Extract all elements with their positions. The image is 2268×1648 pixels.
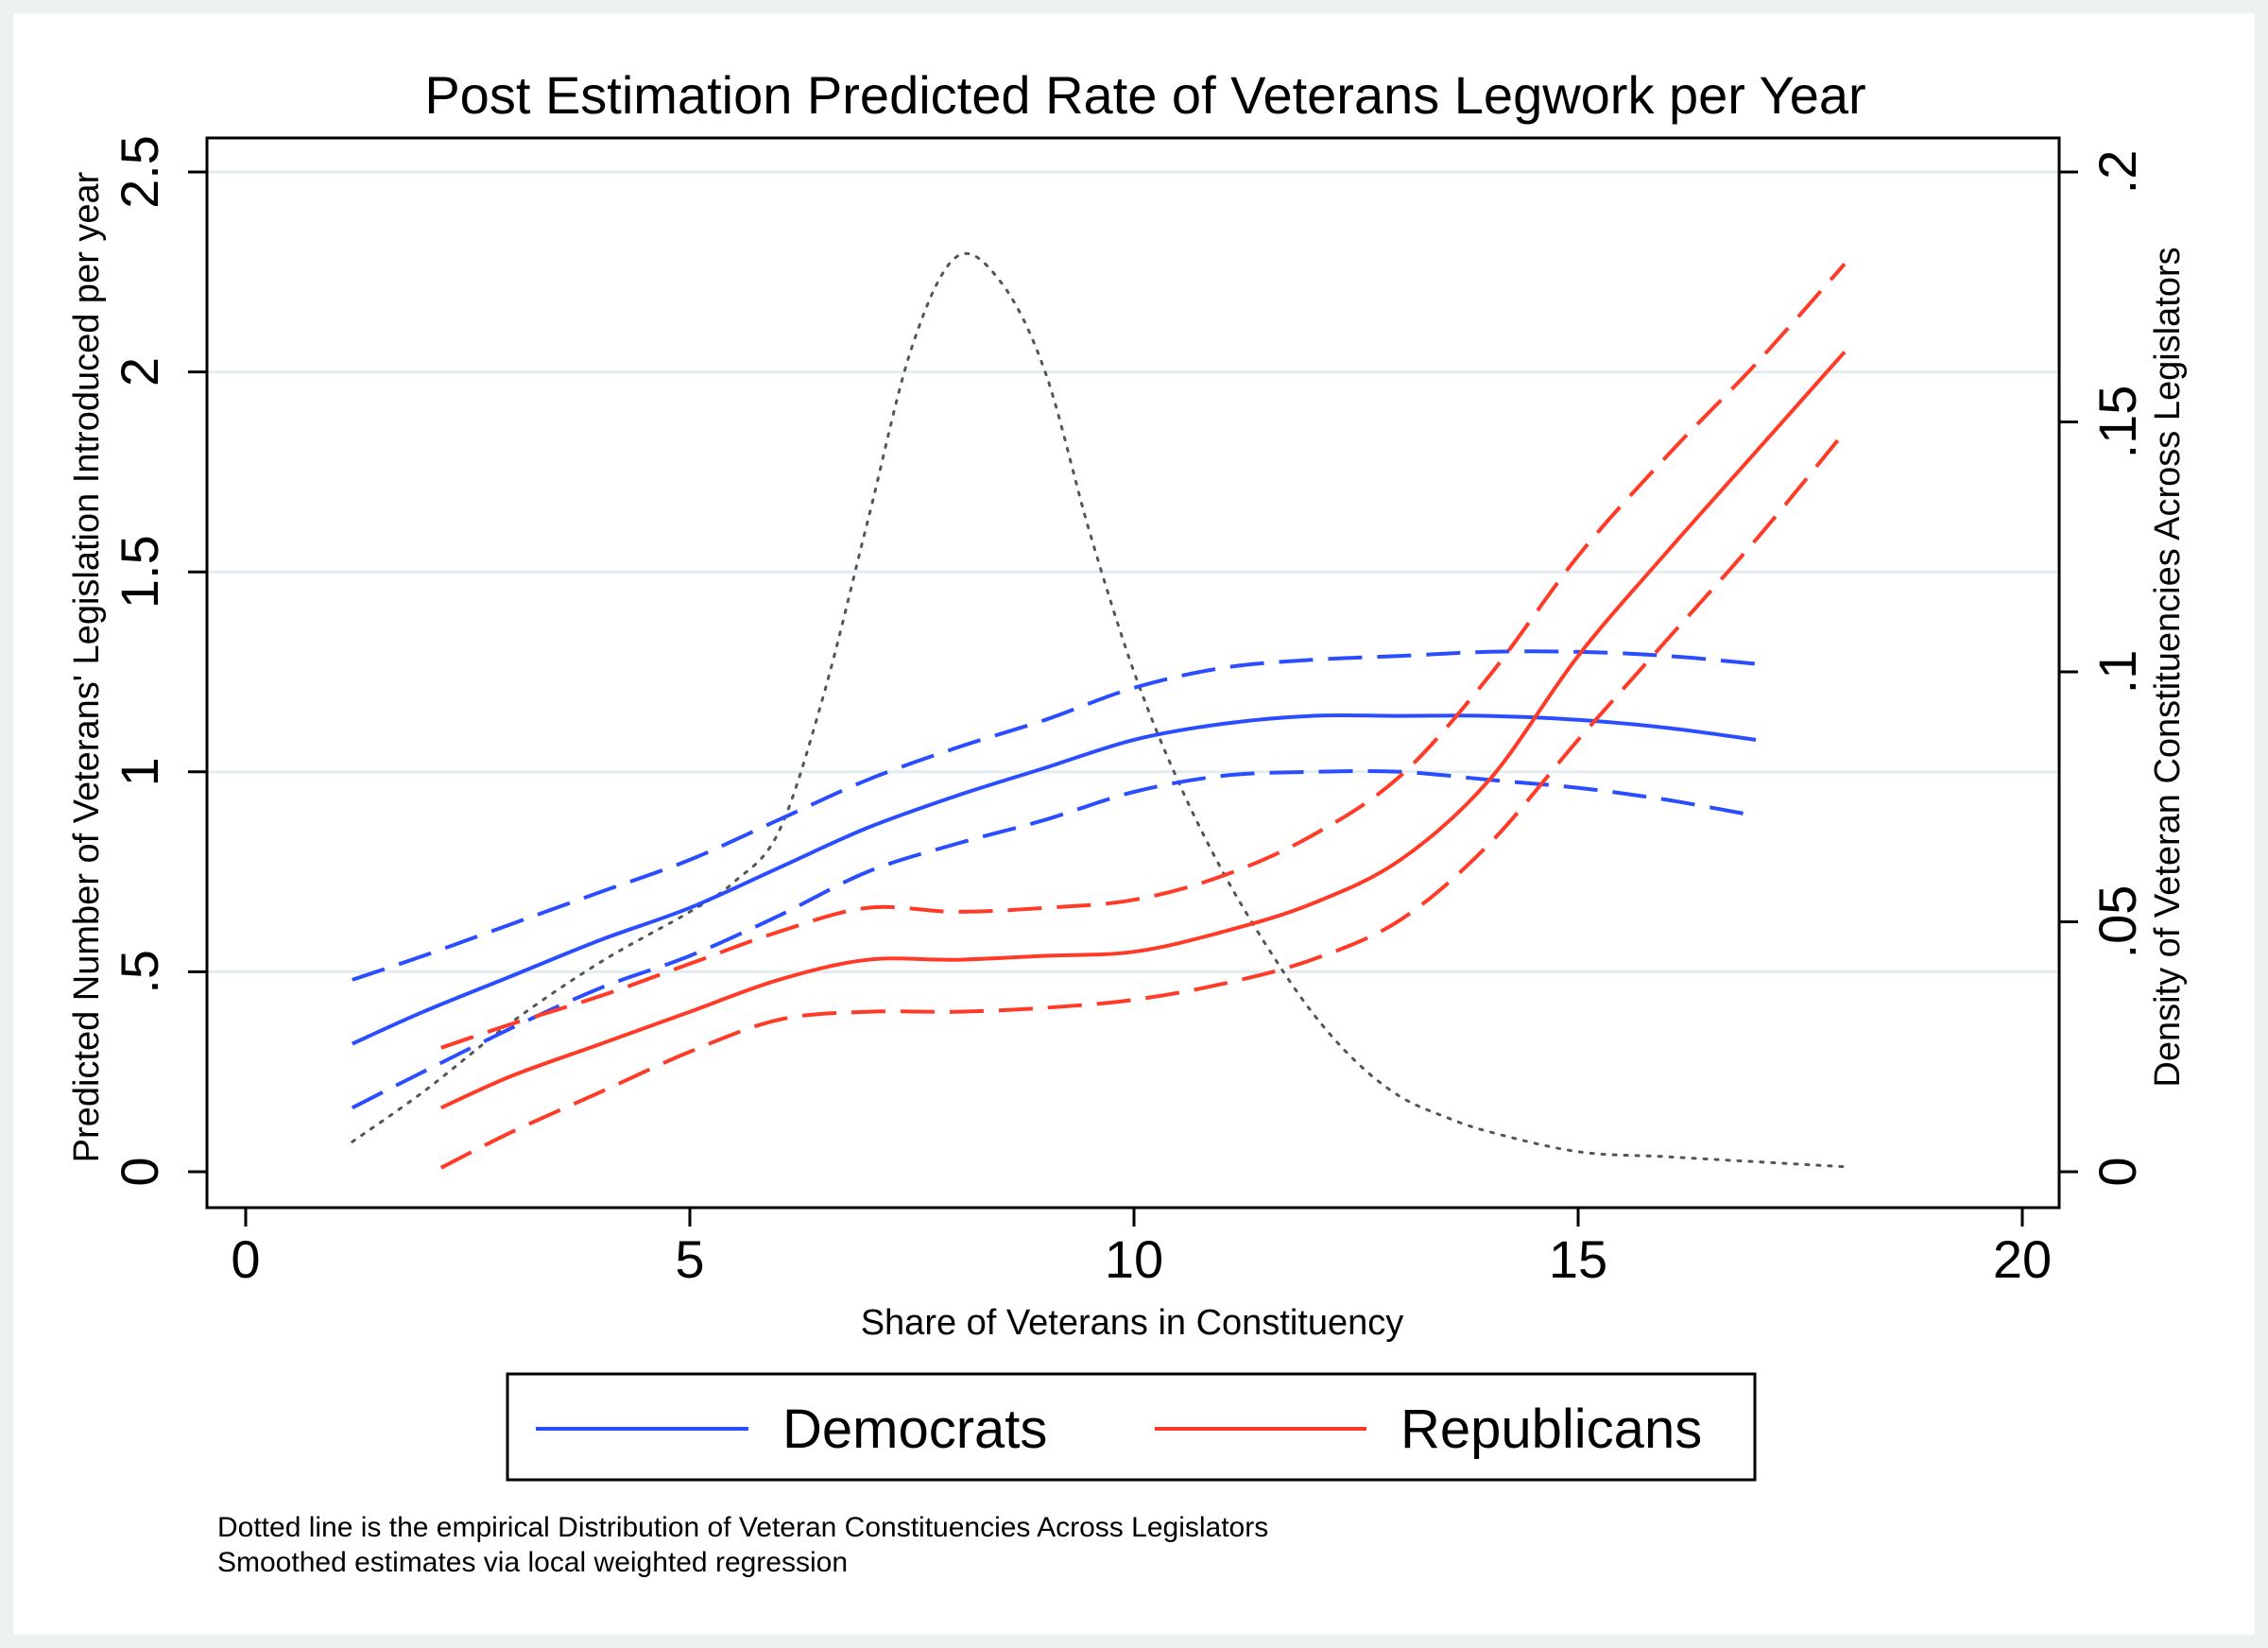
gridlines — [207, 170, 2059, 973]
y-tick-label-1: 1 — [110, 757, 169, 786]
y2-tick-label-0: 0 — [2088, 1157, 2147, 1186]
x-axis-ticks: 0 5 10 15 20 — [231, 1208, 2052, 1289]
y-tick-label-1-5: 1.5 — [110, 535, 169, 609]
series-line-republicans-upper — [440, 262, 1847, 1050]
y2-tick-label-2: .2 — [2088, 150, 2147, 195]
plot-frame — [205, 136, 2061, 1210]
figure-panel — [13, 13, 2255, 1635]
x-tick-label-10: 10 — [1105, 1229, 1163, 1289]
y-tick-label-5: .5 — [110, 950, 169, 994]
footnote-line-1: Dotted line is the empirical Distributio… — [217, 1512, 1268, 1543]
y-tick-label-2-5: 2.5 — [110, 135, 169, 209]
legend-label-republicans: Republicans — [1400, 1399, 1702, 1460]
x-tick-label-20: 20 — [1993, 1229, 2052, 1289]
x-tick-label-5: 5 — [675, 1229, 704, 1289]
x-tick-label-15: 15 — [1549, 1229, 1607, 1289]
y-tick-label-2: 2 — [110, 357, 169, 386]
series-line-republicans — [439, 351, 1847, 1110]
density-line — [351, 251, 1847, 1169]
y2-tick-label-05: .05 — [2088, 885, 2147, 959]
y-tick-label-0: 0 — [110, 1157, 169, 1186]
y2-tick-label-15: .15 — [2088, 386, 2147, 459]
y-axis-ticks: 0 .5 1 1.5 2 2.5 — [110, 135, 207, 1187]
legend: Democrats Republicans — [506, 1372, 1757, 1482]
y2-tick-label-1: .1 — [2088, 650, 2147, 695]
footnote-line-2: Smoothed estimates via local weighted re… — [217, 1547, 848, 1578]
series-line-democrats-upper — [352, 649, 1757, 982]
series-layer — [351, 262, 1847, 1170]
x-tick-label-0: 0 — [231, 1229, 260, 1289]
series-line-republicans-lower — [439, 430, 1847, 1170]
x-axis-label: Share of Veterans in Constituency — [861, 1303, 1404, 1343]
series-line-democrats — [351, 712, 1757, 1046]
chart-title: Post Estimation Predicted Rate of Vetera… — [424, 65, 1865, 125]
series-line-democrats-lower — [351, 768, 1757, 1110]
y2-axis-label: Density of Veteran Constituencies Across… — [2148, 247, 2188, 1087]
density-layer — [351, 251, 1847, 1169]
legend-label-democrats: Democrats — [782, 1399, 1047, 1460]
y2-axis-ticks: 0 .05 .1 .15 .2 — [2059, 150, 2147, 1187]
y-axis-label: Predicted Number of Veterans' Legislatio… — [67, 171, 107, 1162]
